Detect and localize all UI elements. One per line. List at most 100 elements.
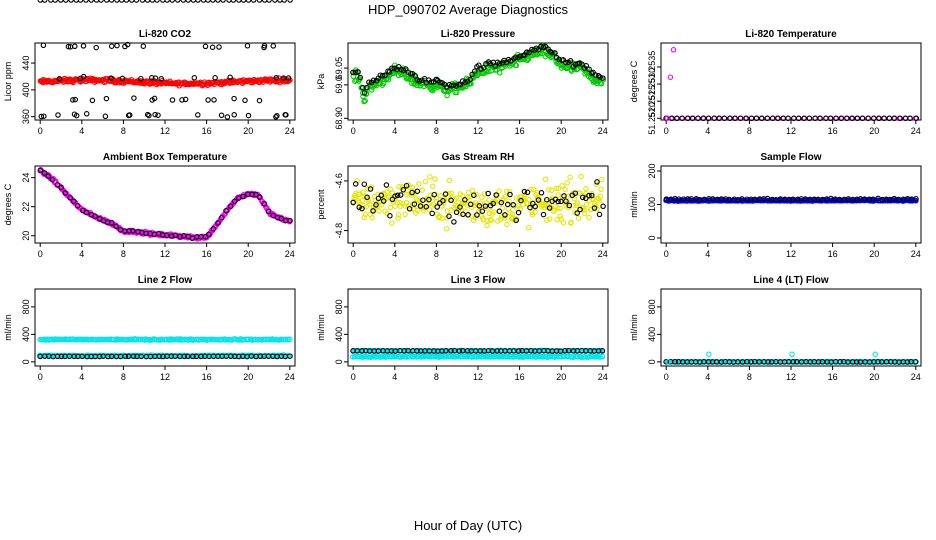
data-point xyxy=(270,212,276,219)
data-point xyxy=(191,75,198,81)
data-point xyxy=(795,196,801,203)
data-point xyxy=(133,0,140,3)
data-point xyxy=(510,202,516,208)
data-point xyxy=(706,351,712,358)
data-point xyxy=(577,206,583,213)
data-point xyxy=(464,348,471,354)
x-tick-label: 24 xyxy=(285,372,295,382)
data-point xyxy=(412,73,419,79)
data-point xyxy=(469,187,476,194)
data-point xyxy=(37,0,44,3)
data-point xyxy=(544,196,550,203)
data-point xyxy=(158,76,164,82)
data-point xyxy=(431,191,437,198)
data-point xyxy=(108,0,115,3)
data-point xyxy=(212,75,218,81)
data-point xyxy=(907,115,913,122)
data-point xyxy=(361,181,368,187)
x-tick-label: 4 xyxy=(705,249,710,259)
data-point xyxy=(578,173,584,180)
data-point xyxy=(65,43,72,50)
data-point xyxy=(469,71,475,78)
data-point xyxy=(256,97,263,104)
data-point xyxy=(56,76,63,82)
data-point xyxy=(528,186,534,193)
data-point xyxy=(350,69,356,76)
data-point xyxy=(93,0,100,3)
data-point xyxy=(817,115,823,122)
data-point xyxy=(205,97,211,103)
data-point xyxy=(130,228,136,234)
data-point xyxy=(54,181,61,188)
data-point xyxy=(705,359,712,365)
data-point xyxy=(462,197,468,203)
panel-title: Gas Stream RH xyxy=(442,152,515,163)
data-point xyxy=(575,215,582,221)
data-point xyxy=(579,194,586,201)
data-point xyxy=(83,209,90,216)
data-point xyxy=(515,348,522,354)
x-tick-label: 12 xyxy=(473,372,483,382)
data-point xyxy=(467,201,474,208)
data-point xyxy=(448,190,455,196)
data-point xyxy=(228,203,234,210)
data-point xyxy=(739,196,745,202)
data-point xyxy=(695,115,701,122)
data-point xyxy=(414,348,420,354)
panel-6: Line 2 Flow 0 4 8 12 16 20 24 0 400 800 ml/min xyxy=(3,275,296,382)
data-point xyxy=(499,205,506,211)
data-point xyxy=(557,205,563,212)
data-point xyxy=(181,353,188,360)
y-tick-label: 440 xyxy=(21,56,31,71)
data-point xyxy=(490,200,496,207)
data-point xyxy=(586,66,592,72)
data-point xyxy=(503,188,510,194)
x-tick-label: 0 xyxy=(664,372,669,382)
x-tick-label: 20 xyxy=(556,126,566,136)
data-point xyxy=(376,208,382,214)
data-point xyxy=(70,97,76,103)
data-point xyxy=(367,186,374,192)
data-point xyxy=(352,181,359,187)
data-point xyxy=(432,176,438,182)
x-tick-label: 4 xyxy=(79,372,84,382)
data-point xyxy=(492,63,498,69)
data-point xyxy=(71,353,77,360)
data-point xyxy=(256,194,263,200)
data-point xyxy=(409,80,415,87)
data-point xyxy=(530,186,537,193)
data-point xyxy=(198,353,204,360)
x-tick-label: 0 xyxy=(38,249,43,259)
data-point xyxy=(524,189,531,196)
data-point xyxy=(114,42,120,49)
data-point xyxy=(436,214,443,220)
data-point xyxy=(437,192,444,199)
data-point xyxy=(424,195,431,201)
x-tick-label: 20 xyxy=(869,372,879,382)
data-point xyxy=(89,97,96,104)
data-point xyxy=(481,64,487,71)
data-point xyxy=(389,196,396,203)
x-tick-label: 16 xyxy=(828,249,838,259)
data-point xyxy=(367,201,373,207)
data-point xyxy=(596,211,603,218)
data-point xyxy=(169,0,176,3)
data-point xyxy=(108,220,115,226)
data-point xyxy=(440,198,446,204)
data-point xyxy=(583,63,590,69)
data-point xyxy=(261,0,268,3)
data-point xyxy=(231,198,238,205)
data-point xyxy=(154,0,160,3)
data-point xyxy=(876,115,882,122)
data-point xyxy=(163,232,170,239)
data-point xyxy=(93,44,99,51)
data-point xyxy=(487,60,494,67)
series-averages xyxy=(663,195,919,203)
data-point xyxy=(71,198,77,204)
data-point xyxy=(693,196,700,202)
data-point xyxy=(73,0,80,3)
data-point xyxy=(240,0,247,3)
data-point xyxy=(256,0,263,3)
data-point xyxy=(140,43,147,49)
x-tick-label: 24 xyxy=(285,126,295,136)
